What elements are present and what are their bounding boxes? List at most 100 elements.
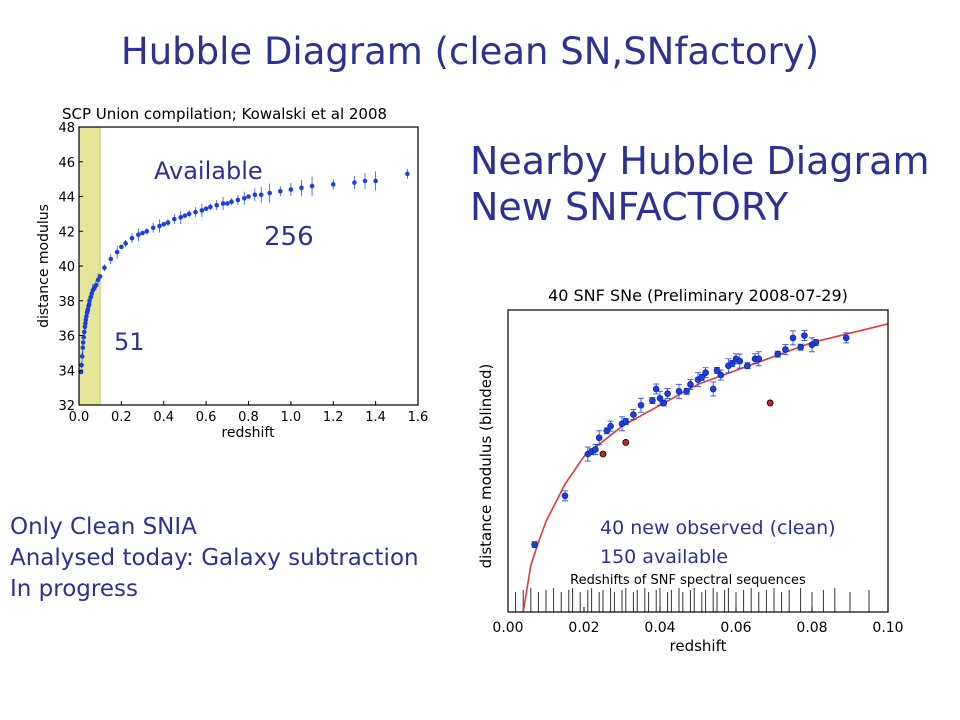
union-y-axis-label: distance modulus [36,204,52,328]
union-y-tick-label: 40 [58,260,75,275]
union-data-point [95,277,101,283]
union-y-tick-label: 48 [58,121,75,136]
union-y-tick-label: 38 [58,295,75,310]
snf-inset-label: Redshifts of SNF spectral sequences [570,573,806,588]
union-x-tick-label: 1.0 [281,410,302,425]
snf-clean-point [652,385,660,393]
union-data-point [129,235,135,241]
union-data-point [309,183,315,189]
snf-x-tick-label: 0.08 [796,620,827,636]
snf-clean-point [637,401,645,409]
union-data-point [144,228,150,234]
union-data-point [362,178,368,184]
union-x-axis-label: redshift [221,425,275,441]
union-x-tick-label: 1.2 [323,410,344,425]
snf-clean-point [595,434,603,442]
snf-outlier-point [622,439,630,446]
union-data-point [81,329,87,335]
slide-title: Hubble Diagram (clean SN,SNfactory) [120,30,820,73]
snf-clean-point [664,390,671,397]
snf-clean-point [842,334,850,342]
snf-clean-point [531,541,538,548]
union-data-point [165,220,171,225]
union-data-point [352,180,357,185]
snf-outlier-point [599,450,607,458]
snf-clean-point [797,343,804,351]
union-data-point [199,208,205,213]
union-data-point [84,314,89,319]
snf-clean-point [622,418,630,425]
snf-clean-point [561,492,569,500]
snf-chart: 40 SNF SNe (Preliminary 2008-07-29) Reds… [477,286,904,655]
union-data-point [102,265,107,271]
snf-clean-point [774,350,782,358]
union-y-tick-label: 32 [58,399,75,414]
union-data-point [299,185,304,191]
union-data-point [79,354,85,359]
union-x-tick-label: 1.6 [408,410,429,425]
nearby-heading-line-1: Nearby Hubble Diagram [470,139,930,183]
union-data-point [373,178,378,184]
union-data-point [214,202,220,208]
snf-clean-point [717,371,725,379]
union-data-point [277,188,283,194]
snf-clean-point [709,385,717,393]
union-x-tick-label: 0.0 [69,410,90,425]
union-x-tick-label: 0.2 [111,410,132,425]
snf-x-tick-label: 0.00 [492,620,523,636]
union-low-z-count: 51 [114,328,145,356]
snf-clean-point [702,369,709,377]
union-data-point [81,334,86,340]
snf-available-count: 150 available [600,546,729,568]
union-data-point [186,211,192,217]
status-line-progress: In progress [10,576,138,602]
union-data-point [330,182,336,187]
snf-clean-point [687,381,694,388]
snf-clean-point [649,397,656,404]
union-y-tick-label: 34 [58,364,75,379]
union-data-point [246,194,251,199]
union-data-point [235,197,241,203]
union-chart-title: SCP Union compilation; Kowalski et al 20… [62,105,387,123]
union-data-point [123,241,128,246]
union-data-point [80,345,86,350]
snf-x-tick-label: 0.04 [644,620,675,636]
snf-clean-point [675,388,683,395]
union-data-point [80,340,86,345]
union-data-point [267,190,272,196]
status-list: Only Clean SNIA Analysed today: Galaxy s… [10,512,419,605]
union-x-tick-label: 0.4 [153,410,174,425]
union-data-point [193,209,198,215]
union-chart: SCP Union compilation; Kowalski et al 20… [36,105,428,441]
union-data-point [229,199,234,205]
union-data-point [258,192,264,198]
snf-clean-point [782,346,789,353]
snf-clean-point [789,334,797,342]
union-x-tick-label: 0.8 [238,410,259,425]
union-data-point [82,324,88,330]
union-data-point [83,321,88,326]
union-data-point [178,215,183,220]
nearby-hubble-heading: Nearby Hubble Diagram New SNFACTORY [470,138,929,230]
union-data-point [288,187,294,192]
union-data-point [220,201,226,206]
status-line-analysed: Analysed today: Galaxy subtraction [10,545,419,571]
union-data-point [405,171,410,177]
union-data-point [150,225,156,231]
snf-plot-frame [507,309,889,613]
snf-clean-point [630,411,637,418]
union-data-point [172,216,177,222]
snf-y-axis-label: distance modulus (blinded) [477,364,495,569]
snf-clean-point [755,355,763,363]
snf-x-tick-label: 0.06 [720,620,751,636]
union-x-tick-label: 1.4 [365,410,386,425]
union-data-point [136,232,141,238]
status-line-clean: Only Clean SNIA [10,514,197,540]
union-data-point [241,195,247,201]
union-data-point [203,206,209,211]
snf-clean-point [801,332,808,339]
snf-chart-title: 40 SNF SNe (Preliminary 2008-07-29) [548,286,848,305]
union-y-tick-label: 44 [58,191,75,206]
snf-observed-count: 40 new observed (clean) [600,517,836,539]
union-data-point [225,201,230,206]
